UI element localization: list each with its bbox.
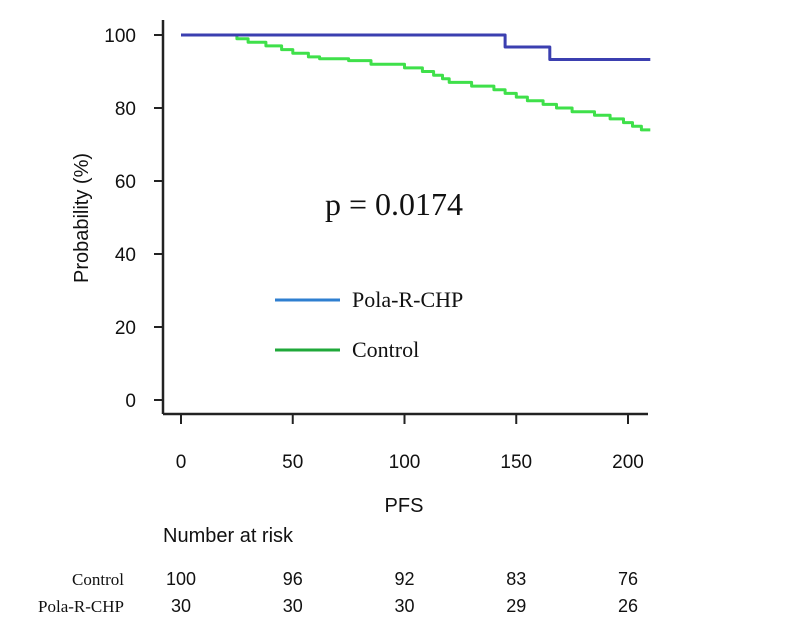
risk-cell: 96 bbox=[283, 569, 303, 589]
legend-label-control: Control bbox=[352, 337, 419, 362]
y-axis-title: Probability (%) bbox=[71, 153, 93, 283]
series-lines bbox=[181, 33, 651, 132]
risk-row-label: Control bbox=[72, 570, 124, 589]
y-tick-label-40: 40 bbox=[115, 245, 136, 266]
legend-label-pola: Pola-R-CHP bbox=[352, 287, 463, 312]
risk-cell: 100 bbox=[166, 569, 196, 589]
plot-area: 0 20 40 60 80 100 0 50 100 150 200 bbox=[104, 20, 651, 473]
risk-rows: Control 100 96 92 83 76 Pola-R-CHP 30 30 30 29 26 bbox=[38, 569, 638, 616]
x-axis-title: PFS bbox=[385, 495, 424, 517]
series-line-pola-r-chp bbox=[181, 33, 651, 61]
y-tick-label-60: 60 bbox=[115, 172, 136, 193]
x-tick-label-0: 0 bbox=[176, 452, 187, 473]
y-tick-label-80: 80 bbox=[115, 99, 136, 120]
axis-ticks: 0 20 40 60 80 100 0 50 100 150 200 bbox=[104, 26, 644, 473]
y-tick-label-0: 0 bbox=[125, 391, 136, 412]
risk-cell: 26 bbox=[618, 596, 638, 616]
legend: Pola-R-CHP Control bbox=[275, 287, 463, 362]
risk-table-title: Number at risk bbox=[163, 525, 294, 547]
y-tick-label-20: 20 bbox=[115, 318, 136, 339]
risk-cell: 92 bbox=[394, 569, 414, 589]
risk-cell: 30 bbox=[283, 596, 303, 616]
risk-cell: 76 bbox=[618, 569, 638, 589]
risk-row-label: Pola-R-CHP bbox=[38, 597, 124, 616]
risk-cell: 29 bbox=[506, 596, 526, 616]
p-value-annotation: p = 0.0174 bbox=[325, 186, 463, 222]
risk-cell: 30 bbox=[171, 596, 191, 616]
series-line-control bbox=[181, 33, 651, 132]
x-tick-label-100: 100 bbox=[389, 452, 421, 473]
x-tick-label-50: 50 bbox=[282, 452, 303, 473]
risk-cell: 30 bbox=[394, 596, 414, 616]
y-tick-label-100: 100 bbox=[104, 26, 136, 47]
x-tick-label-200: 200 bbox=[612, 452, 644, 473]
x-tick-label-150: 150 bbox=[500, 452, 532, 473]
risk-table: Number at risk Control 100 96 92 83 76 Pola-R-… bbox=[38, 525, 638, 616]
risk-cell: 83 bbox=[506, 569, 526, 589]
